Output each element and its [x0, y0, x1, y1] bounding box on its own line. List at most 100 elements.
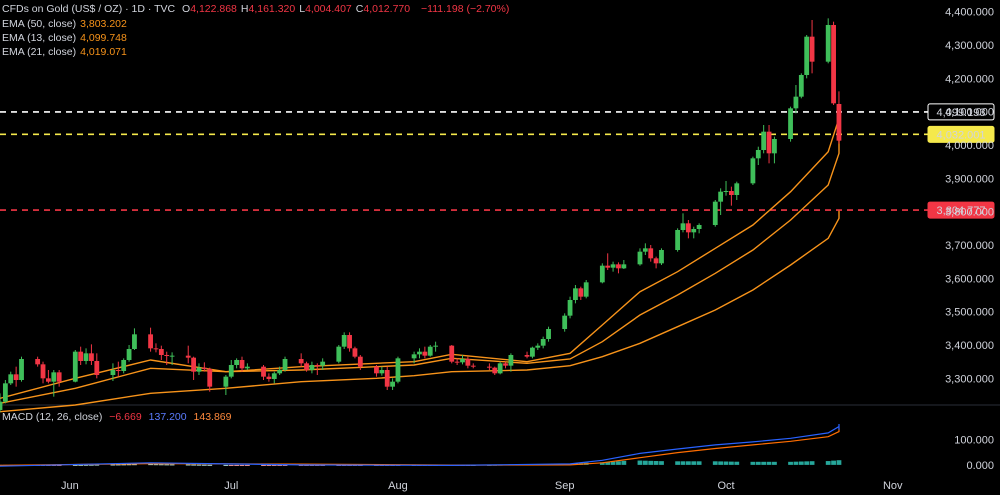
candle-body — [637, 251, 643, 265]
macd-hist-bar — [621, 460, 627, 465]
ohlc-value: 4,161.320 — [248, 3, 296, 15]
macd-hist-bar — [648, 460, 654, 465]
macd-hist-bar — [164, 464, 170, 466]
candle-body — [535, 345, 541, 348]
ohlc-value: 4,004.407 — [305, 3, 352, 15]
macd-hist-bar — [755, 461, 761, 465]
macd-hist-bar — [831, 460, 836, 465]
candle-body — [411, 354, 417, 359]
ema50-legend: EMA (50, close) 3,803.202 — [2, 17, 131, 31]
candle-body — [465, 359, 471, 366]
x-tick-label: Sep — [555, 480, 575, 492]
candle-body — [239, 360, 245, 369]
candle-body — [433, 345, 439, 347]
macd-hist-bar — [642, 460, 648, 465]
candle-body — [336, 346, 342, 362]
candle-body — [680, 223, 686, 230]
candle-body — [648, 248, 654, 259]
candle-body — [755, 150, 761, 159]
candle-body — [718, 191, 724, 202]
candle-body — [304, 363, 309, 370]
macd-hist-bar — [761, 461, 767, 465]
candle-body — [244, 366, 250, 369]
candle-body — [357, 356, 363, 367]
macd-hist-bar — [201, 464, 207, 466]
y-tick-label: 4,200.000 — [945, 73, 994, 85]
macd-hist-bar — [266, 464, 272, 466]
candle-body — [610, 264, 616, 268]
price-axis: 3,300.000 3,400.000 3,500.000 3,600.000 3,70… — [945, 7, 994, 472]
macd-hist-bar — [696, 461, 702, 465]
candle-body — [78, 351, 84, 361]
candles — [0, 18, 842, 413]
price-levels: 4,099.193 4,032.001 3,804.777 — [0, 103, 995, 219]
y-tick-label: 4,400.000 — [945, 7, 994, 19]
candle-body — [540, 339, 546, 346]
candle-body — [449, 345, 455, 362]
macd-hist-bar — [72, 464, 78, 466]
candle-body — [470, 365, 476, 367]
candle-body — [282, 359, 288, 370]
macd-hist-bar — [239, 464, 245, 466]
macd-hist-bar — [599, 462, 605, 465]
macd-hist-bar — [798, 461, 804, 465]
x-tick-label: Aug — [388, 480, 408, 492]
candle-body — [508, 355, 514, 366]
macd-hist-bar — [126, 464, 132, 466]
candle-body — [19, 359, 24, 380]
macd-hist-bar — [261, 464, 266, 466]
ohlc-key: H — [240, 3, 249, 15]
ohlc-value: 4,122.868 — [190, 3, 237, 15]
ohlc-values: O4,122.868 H4,161.320 L4,004.407 C4,012.770 — [182, 3, 414, 15]
y-tick-label: 3,700.000 — [945, 240, 994, 252]
candle-body — [309, 365, 315, 370]
macd-hist-bar — [637, 460, 643, 465]
candle-body — [94, 361, 100, 375]
candle-body — [35, 359, 41, 365]
macd-hist-bar — [653, 460, 659, 465]
macd-hist-bar — [148, 464, 153, 466]
candle-body — [2, 383, 8, 402]
ema21-legend: EMA (21, close) 4,019.071 — [2, 45, 131, 59]
macd-hist-bar — [244, 464, 250, 466]
macd-hist-bar — [685, 461, 691, 465]
macd-hist-bar — [766, 461, 772, 465]
candle-body — [761, 131, 767, 150]
macd-hist-bar — [809, 461, 815, 465]
candle-body — [223, 376, 229, 387]
candle-body — [825, 25, 831, 62]
candle-body — [169, 355, 175, 357]
candle-body — [621, 264, 627, 269]
x-tick-label: Nov — [883, 480, 903, 492]
candle-body — [712, 201, 718, 225]
candle-body — [503, 363, 508, 366]
ema50-value: 3,803.202 — [80, 18, 127, 30]
macd-hist-bar — [804, 461, 810, 465]
candle-body — [374, 366, 379, 374]
macd-tick-label: 0.000 — [966, 460, 994, 472]
candle-body — [234, 360, 240, 365]
macd-hist-bar — [196, 464, 202, 466]
candle-body — [567, 300, 573, 316]
macd-hist-bar — [825, 461, 831, 465]
candle-body — [158, 349, 164, 355]
candle-body — [427, 346, 433, 356]
ohlc-key: O — [182, 3, 191, 15]
y-tick-label: 4,300.000 — [945, 40, 994, 52]
macd-hist-bar — [616, 461, 621, 465]
candle-body — [486, 366, 492, 368]
candle-body — [772, 139, 777, 154]
candle-body — [277, 370, 283, 374]
macd-hist-bar — [675, 461, 681, 465]
candle-body — [341, 335, 347, 347]
macd-hist-bar — [94, 464, 100, 466]
macd-hist-bar — [734, 461, 740, 465]
candle-body — [583, 282, 589, 297]
candle-body — [148, 334, 153, 349]
candle-body — [798, 75, 804, 97]
candle-body — [132, 334, 137, 349]
candle-body — [228, 365, 234, 377]
ema50-label: EMA (50, close) — [2, 18, 77, 30]
macd-hist-bar — [728, 461, 734, 465]
